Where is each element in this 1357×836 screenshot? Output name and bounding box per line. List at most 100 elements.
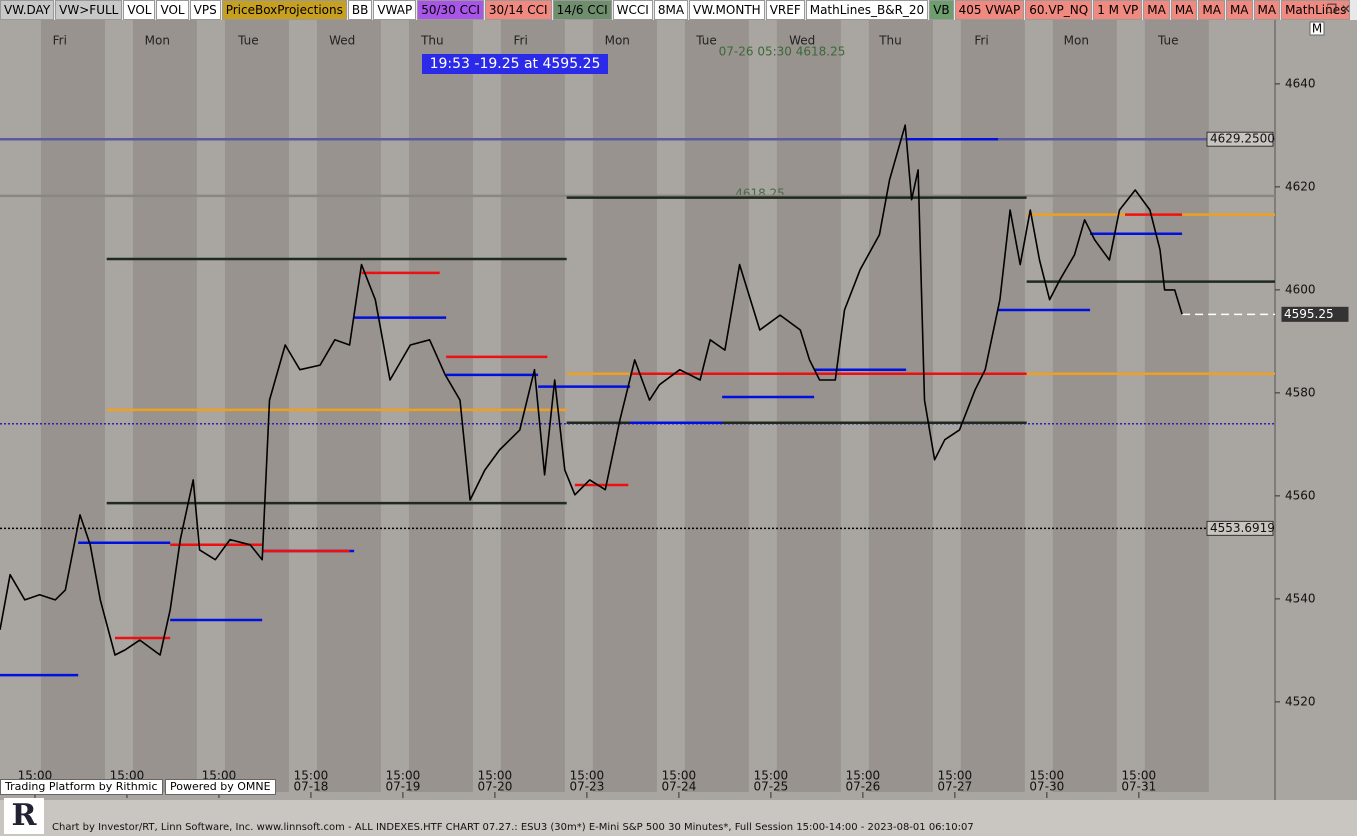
y-tick-label: 4620 xyxy=(1285,179,1316,193)
x-tick-date: 07-25 xyxy=(753,780,788,794)
toolbar-button[interactable]: 14/6 CCI xyxy=(552,0,612,20)
level-label: 4595.25 xyxy=(1284,307,1334,321)
overnight-band xyxy=(40,20,105,792)
toolbar-button[interactable]: 8MA xyxy=(653,0,689,20)
x-tick-label: 15:00 xyxy=(662,769,697,783)
level-label-box xyxy=(1281,306,1349,322)
quote-text: 19:53 -19.25 at 4595.25 xyxy=(430,56,601,72)
x-tick-label: 15:00 xyxy=(1122,769,1157,783)
x-tick-date: 07-27 xyxy=(937,780,972,794)
toolbar-button[interactable]: VB xyxy=(929,0,954,20)
x-tick-date: 07-20 xyxy=(477,780,512,794)
x-tick-date: 07-30 xyxy=(1029,780,1064,794)
level-label: 4553.6919 xyxy=(1210,521,1275,535)
price-line xyxy=(0,124,1183,656)
level-label-box xyxy=(1206,131,1274,147)
cursor-label: 07-26 05:30 4618.25 xyxy=(719,45,846,59)
rithmic-logo: R xyxy=(4,798,44,834)
overnight-band xyxy=(1144,20,1209,792)
day-label: Mon xyxy=(1064,34,1089,48)
overnight-band xyxy=(960,20,1025,792)
omne-badge: Powered by OMNE xyxy=(165,779,276,795)
day-label: Wed xyxy=(789,34,815,48)
x-tick-date: 07-23 xyxy=(569,780,604,794)
toolbar-button[interactable]: 1 M VP xyxy=(1093,0,1143,20)
x-tick-label: 15:00 xyxy=(478,769,513,783)
window-controls[interactable]: ❐ ✕ xyxy=(1326,2,1351,16)
day-label: Fri xyxy=(53,34,67,48)
toolbar-button[interactable]: WCCI xyxy=(612,0,653,20)
day-label: Thu xyxy=(878,34,902,48)
day-label: Tue xyxy=(1157,34,1179,48)
toolbar-button[interactable]: MathLines xyxy=(1281,0,1351,20)
overnight-band xyxy=(316,20,381,792)
x-tick-date: 07-24 xyxy=(661,780,696,794)
level-label-box xyxy=(1206,520,1274,536)
toolbar-button[interactable]: MA xyxy=(1253,0,1281,20)
overnight-band xyxy=(684,20,749,792)
day-label: Wed xyxy=(329,34,355,48)
overnight-band xyxy=(500,20,565,792)
toolbar-button[interactable]: MA xyxy=(1170,0,1198,20)
day-label: Tue xyxy=(237,34,259,48)
x-tick-date: 07-19 xyxy=(385,780,420,794)
toolbar-button[interactable]: VW.MONTH xyxy=(689,0,765,20)
toolbar-button[interactable]: 30/14 CCI xyxy=(484,0,552,20)
day-label: Tue xyxy=(695,34,717,48)
overnight-band xyxy=(408,20,473,792)
toolbar-button[interactable]: MA xyxy=(1225,0,1253,20)
toolbar-button[interactable]: MA xyxy=(1143,0,1170,20)
x-tick-date: 07-18 xyxy=(293,780,328,794)
y-tick-label: 4580 xyxy=(1285,385,1316,399)
toolbar-button[interactable]: 405 VWAP xyxy=(954,0,1025,20)
y-tick-label: 4560 xyxy=(1285,488,1316,502)
x-tick-label: 15:00 xyxy=(294,769,329,783)
toolbar-button[interactable]: 60.VP_NQ xyxy=(1025,0,1093,20)
day-label: Thu xyxy=(420,34,444,48)
day-label: Fri xyxy=(514,34,528,48)
overnight-band xyxy=(1052,20,1117,792)
x-tick-label: 15:00 xyxy=(386,769,421,783)
rithmic-badge: Trading Platform by Rithmic xyxy=(0,779,163,795)
toolbar-button[interactable]: VREF xyxy=(765,0,805,20)
m-button[interactable] xyxy=(1309,21,1325,36)
overnight-band xyxy=(776,20,841,792)
toolbar-button[interactable]: VW>FULL xyxy=(55,0,123,20)
day-label: Mon xyxy=(605,34,630,48)
toolbar: VW.DAY VW>FULL VOL VOL VPS PriceBoxProjection… xyxy=(0,0,1357,20)
overnight-band xyxy=(132,20,197,792)
x-tick-label: 15:00 xyxy=(754,769,789,783)
x-tick-label: 15:00 xyxy=(570,769,605,783)
toolbar-button[interactable]: VWAP xyxy=(373,0,417,20)
x-tick-label: 15:00 xyxy=(846,769,881,783)
quote-box xyxy=(422,54,608,74)
level-label: 4629.2500 xyxy=(1210,132,1275,146)
footer-text: Chart by Investor/RT, Linn Software, Inc… xyxy=(52,822,974,833)
overnight-band xyxy=(224,20,289,792)
toolbar-button[interactable]: MathLines_B&R_20 xyxy=(805,0,929,20)
chart: M 19:53 -19.25 at 4595.25 07-26 05:30 46… xyxy=(0,20,1349,800)
footer xyxy=(0,800,1357,836)
toolbar-button[interactable]: VW.DAY xyxy=(0,0,55,20)
day-label: Fri xyxy=(974,34,988,48)
toolbar-button[interactable]: MA xyxy=(1198,0,1225,20)
m-button-label: M xyxy=(1312,22,1322,36)
toolbar-button[interactable]: 50/30 CCI xyxy=(417,0,484,20)
y-tick-label: 4520 xyxy=(1285,694,1316,708)
toolbar-button[interactable]: PriceBoxProjections xyxy=(221,0,347,20)
toolbar-button[interactable]: VOL xyxy=(156,0,189,20)
overnight-band xyxy=(868,20,933,792)
y-tick-label: 4540 xyxy=(1285,591,1316,605)
y-tick-label: 4600 xyxy=(1285,282,1316,296)
x-tick-label: 15:00 xyxy=(1030,769,1065,783)
x-tick-label: 15:00 xyxy=(938,769,973,783)
y-tick-label: 4640 xyxy=(1285,76,1316,90)
day-label: Mon xyxy=(145,34,170,48)
x-tick-date: 07-26 xyxy=(845,780,880,794)
toolbar-button[interactable]: BB xyxy=(347,0,373,20)
toolbar-button[interactable]: VOL xyxy=(123,0,156,20)
x-tick-date: 07-31 xyxy=(1121,780,1156,794)
overnight-band xyxy=(592,20,657,792)
toolbar-button[interactable]: VPS xyxy=(189,0,221,20)
